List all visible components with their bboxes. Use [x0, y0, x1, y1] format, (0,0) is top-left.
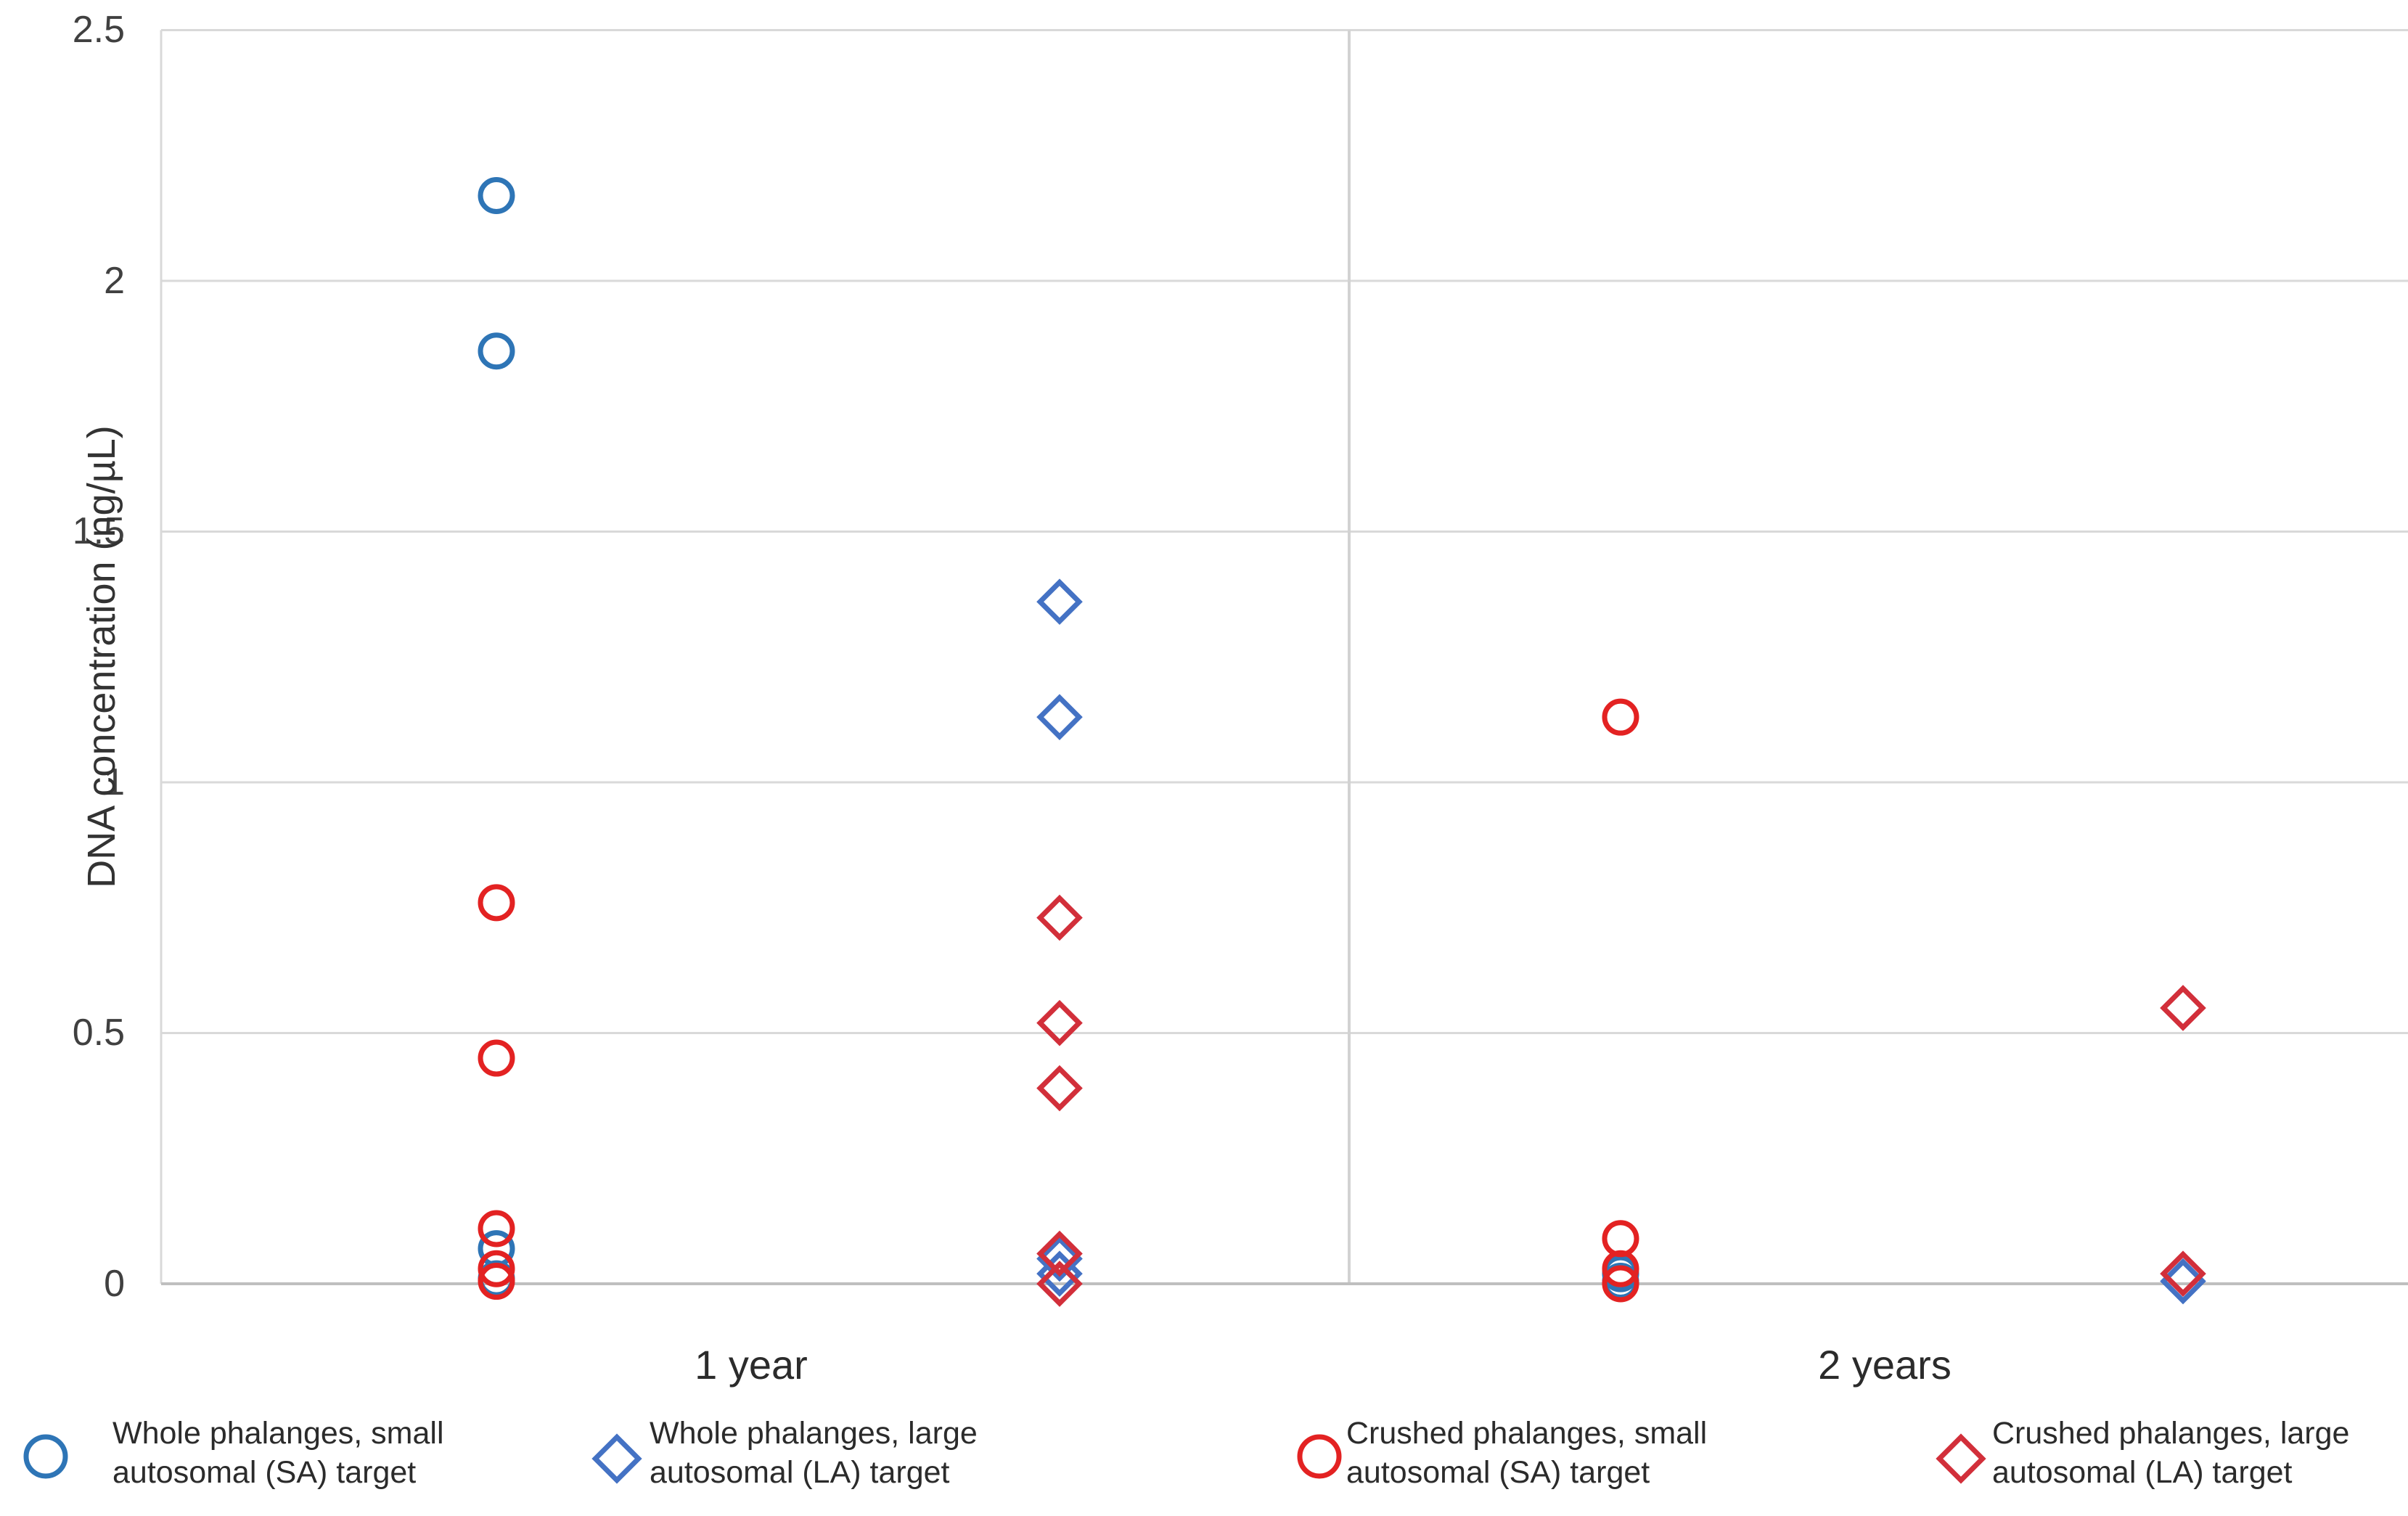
data-point-diamond [1036, 578, 1083, 626]
legend-label-whole-la: Whole phalanges, large autosomal (LA) ta… [650, 1414, 978, 1492]
legend-label-line1: Crushed phalanges, small [1346, 1416, 1708, 1451]
data-point-circle [478, 1263, 515, 1300]
x-axis-category-label-1-year: 1 year [695, 1342, 808, 1388]
data-point-circle [1602, 1250, 1639, 1287]
data-point-diamond [2160, 1258, 2206, 1305]
data-point-circle [478, 177, 515, 215]
legend-label-line2: autosomal (LA) target [650, 1455, 950, 1490]
legend-label-line1: Crushed phalanges, large [1992, 1416, 2350, 1451]
data-point-circle [1602, 1220, 1639, 1258]
legend-marker-red-circle-icon [1297, 1434, 1342, 1479]
circle-icon [23, 1434, 68, 1479]
legend-label-whole-sa: Whole phalanges, small autosomal (SA) ta… [112, 1414, 444, 1492]
data-point-circle [478, 1039, 515, 1077]
data-point-diamond [2160, 1250, 2206, 1297]
legend-marker-blue-circle-icon [23, 1434, 68, 1479]
data-point-diamond [1036, 1065, 1083, 1112]
legend-label-line1: Whole phalanges, large [650, 1416, 978, 1451]
data-point-diamond [1036, 1230, 1083, 1277]
data-point-diamond [1036, 999, 1083, 1046]
legend-label-line2: autosomal (SA) target [112, 1455, 417, 1490]
data-point-circle [478, 1210, 515, 1247]
legend-label-crushed-sa: Crushed phalanges, small autosomal (SA) … [1346, 1414, 1707, 1492]
y-axis-tick-label: 1 [104, 761, 125, 803]
diamond-icon [591, 1433, 642, 1484]
data-point-circle [478, 1250, 515, 1287]
legend-marker-blue-diamond-icon [591, 1433, 642, 1484]
data-point-circle [1602, 698, 1639, 736]
diamond-icon [1936, 1433, 1986, 1484]
y-axis-tick-label: 0 [104, 1263, 125, 1305]
data-point-diamond [1036, 1261, 1083, 1307]
y-axis-tick-label: 2.5 [72, 9, 125, 51]
data-point-circle [478, 884, 515, 922]
data-point-diamond [1036, 1235, 1083, 1282]
y-axis-title: DNA concentration (ng/µL) [80, 425, 123, 888]
legend-marker-red-diamond-icon [1936, 1433, 1986, 1484]
data-point-diamond [1036, 694, 1083, 740]
y-axis-tick-label: 1.5 [72, 510, 125, 552]
legend-label-crushed-la: Crushed phalanges, large autosomal (LA) … [1992, 1414, 2349, 1492]
data-point-circle [1602, 1265, 1639, 1303]
data-point-diamond [1036, 894, 1083, 941]
legend-label-line1: Whole phalanges, small [112, 1416, 444, 1451]
legend-label-line2: autosomal (LA) target [1992, 1455, 2293, 1490]
legend-label-line2: autosomal (SA) target [1346, 1455, 1650, 1490]
y-axis-tick-label: 2 [104, 260, 125, 302]
data-point-circle [478, 332, 515, 370]
x-axis-category-label-2-years: 2 years [1818, 1342, 1952, 1388]
circle-icon [1297, 1434, 1342, 1479]
data-point-diamond [2160, 985, 2206, 1031]
y-axis-tick-label: 0.5 [72, 1012, 125, 1054]
